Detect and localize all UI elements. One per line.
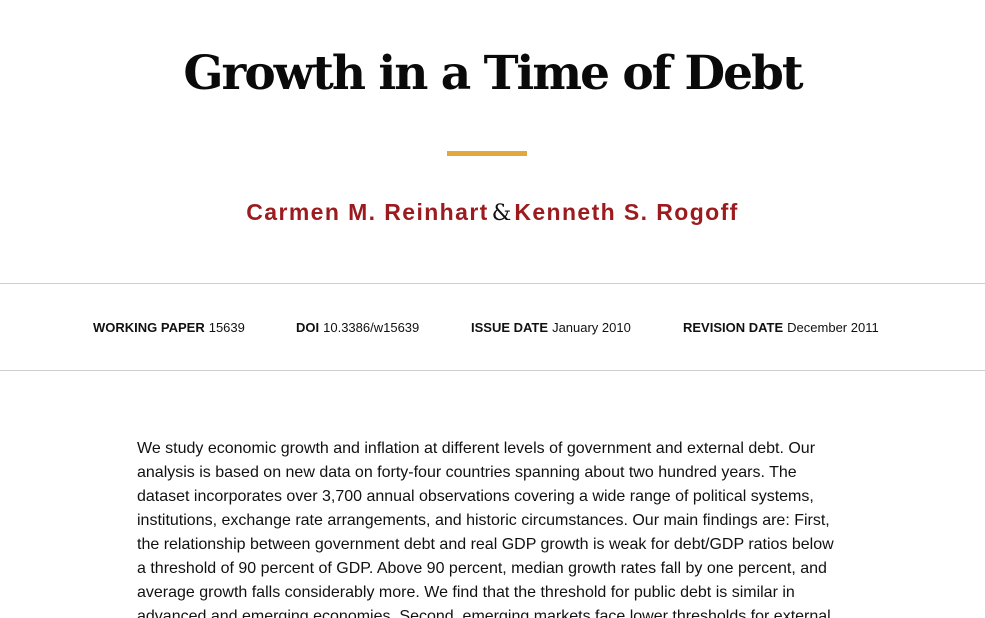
abstract-line: average growth falls considerably more. … <box>137 584 795 601</box>
issue-date-info: ISSUE DATE January 2010 <box>471 320 631 336</box>
page-title: Growth in a Time of Debt <box>183 46 803 101</box>
author-link-rogoff[interactable]: Kenneth S. Rogoff <box>514 199 739 225</box>
author-separator: & <box>491 201 512 226</box>
working-paper-number: 15639 <box>208 320 245 335</box>
abstract-text: We study economic growth and inflation a… <box>137 437 849 618</box>
revision-date-info: REVISION DATE December 2011 <box>683 320 879 336</box>
doi-value: 10.3386/w15639 <box>323 320 420 335</box>
issue-date-value: January 2010 <box>552 320 631 335</box>
doi-label: DOI <box>296 320 320 335</box>
author-link-reinhart[interactable]: Carmen M. Reinhart <box>246 199 489 225</box>
working-paper-label: WORKING PAPER <box>93 320 205 335</box>
doi-info: DOI 10.3386/w15639 <box>296 320 419 336</box>
revision-date-value: December 2011 <box>787 320 879 335</box>
abstract-line: the relationship between government debt… <box>137 536 834 553</box>
abstract-line: institutions, exchange rate arrangements… <box>137 512 830 529</box>
abstract-line: advanced and emerging economies. Second,… <box>137 608 831 618</box>
working-paper-info: WORKING PAPER 15639 <box>93 320 245 336</box>
revision-date-label: REVISION DATE <box>683 320 784 335</box>
abstract-line: a threshold of 90 percent of GDP. Above … <box>137 560 827 577</box>
metadata-bar: WORKING PAPER 15639 DOI 10.3386/w15639 ISS… <box>0 283 985 371</box>
title-divider <box>447 151 527 156</box>
authors: Carmen M. Reinhart & Kenneth S. Rogoff <box>0 196 985 230</box>
abstract-line: dataset incorporates over 3,700 annual o… <box>137 488 814 505</box>
abstract-line: We study economic growth and inflation a… <box>137 440 816 457</box>
abstract-line: analysis is based on new data on forty-f… <box>137 464 797 481</box>
issue-date-label: ISSUE DATE <box>471 320 549 335</box>
